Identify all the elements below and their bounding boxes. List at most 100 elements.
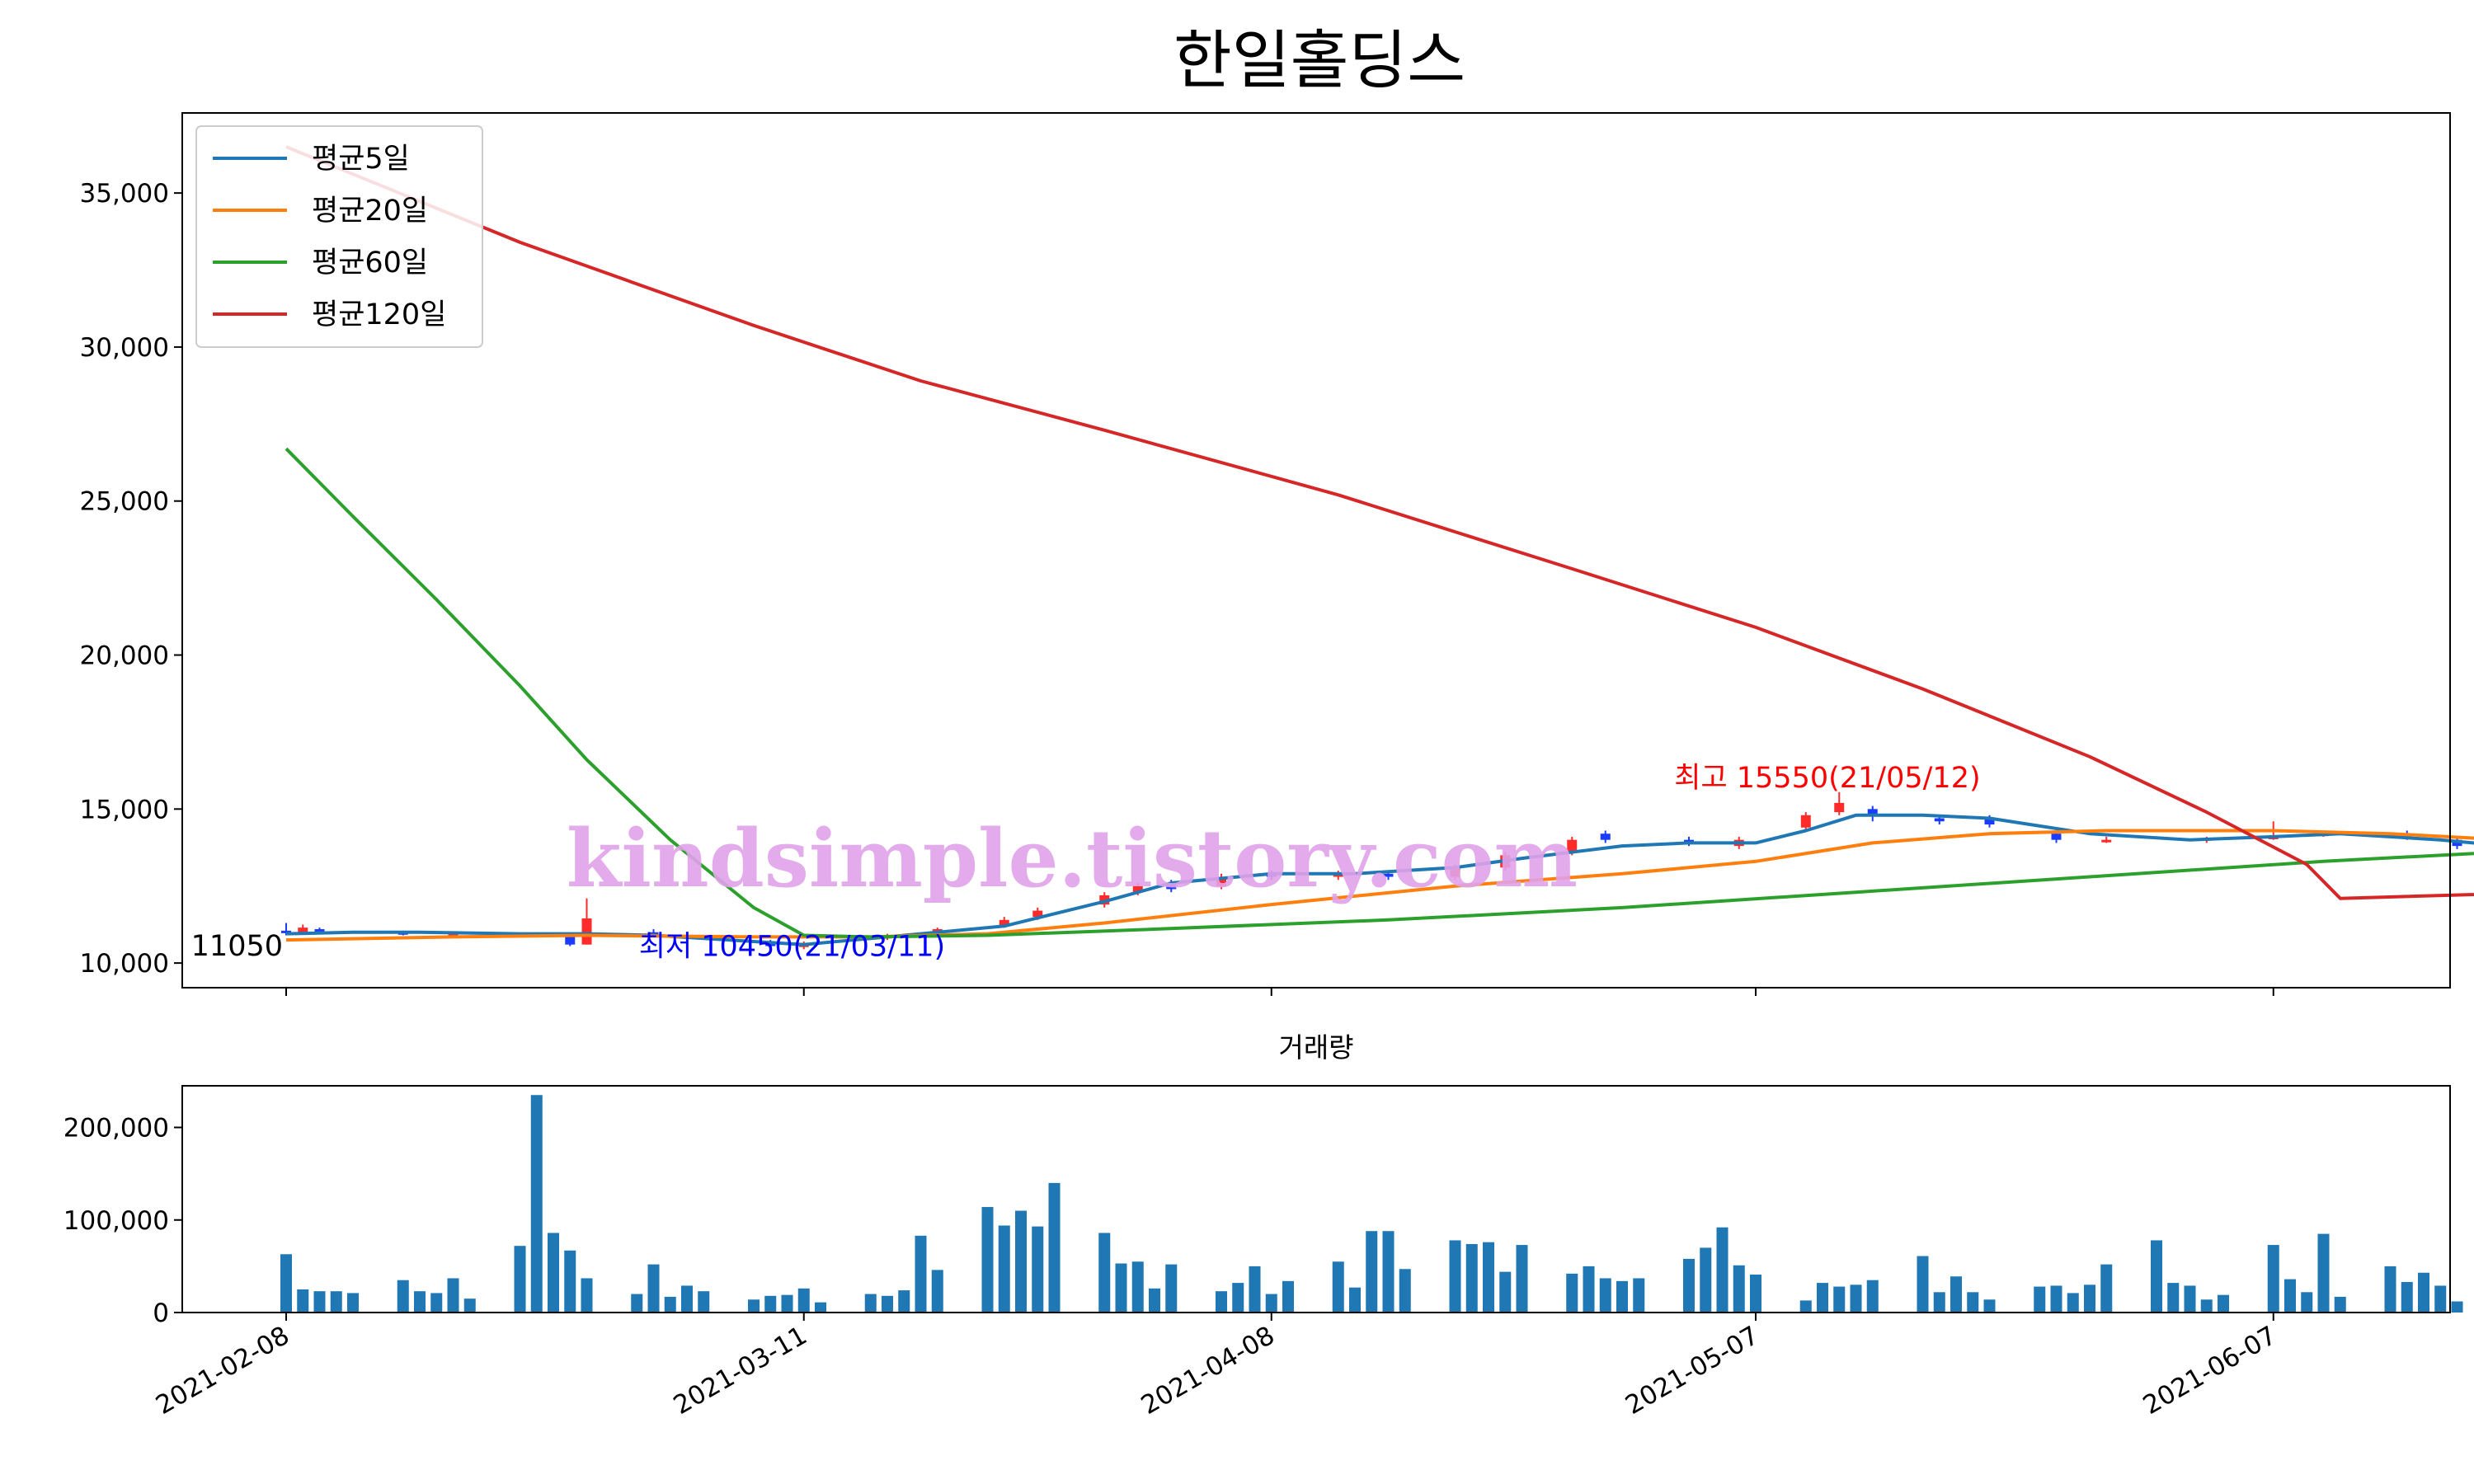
volume-bar [2267, 1245, 2279, 1313]
chart-title: 한일홀딩스 [1174, 25, 1465, 98]
volume-bar [2184, 1285, 2196, 1313]
watermark: kindsimple.tistory.com [567, 812, 1578, 905]
candle-body [1984, 818, 1995, 824]
volume-bar [915, 1235, 927, 1313]
volume-bar [1799, 1300, 1812, 1313]
volume-bar [1048, 1182, 1061, 1313]
volume-bar [430, 1293, 443, 1313]
volume-bar [1216, 1291, 1227, 1313]
price-panel: kindsimple.tistory.com 최고 15550(21/05/12… [80, 112, 2474, 996]
candle-body [281, 930, 291, 933]
volume-bar [2451, 1301, 2463, 1313]
ma60-line [285, 447, 2474, 939]
volume-bar [681, 1285, 693, 1313]
volume-bar [581, 1278, 593, 1313]
volume-bar [1265, 1294, 1277, 1313]
volume-bar [280, 1254, 292, 1313]
volume-bar [2050, 1285, 2062, 1313]
volume-bar [1933, 1292, 1945, 1313]
volume-y-axis: 0 100,000 200,000 [63, 1114, 182, 1328]
volume-bar [1850, 1284, 1862, 1313]
legend-label-ma20: 평균20일 [312, 195, 428, 228]
volume-bar [664, 1296, 676, 1313]
price-plot-frame [181, 112, 2451, 989]
volume-bar [2200, 1299, 2213, 1313]
volume-bar [698, 1291, 710, 1313]
volume-bar [447, 1278, 459, 1313]
volume-y-tick-label: 100,000 [63, 1206, 169, 1236]
volume-bar [631, 1294, 643, 1313]
candle-body [565, 935, 576, 945]
x-tick-label: 2021-02-08 [151, 1321, 294, 1421]
candle-body [1867, 809, 1878, 815]
volume-bar [1700, 1247, 1712, 1313]
candle-body [1166, 882, 1177, 890]
volume-bar [514, 1246, 526, 1313]
volume-bar [2034, 1286, 2046, 1313]
candle-body [1032, 910, 1043, 918]
volume-bar [748, 1299, 760, 1313]
low-annotation: 최저 10450(21/03/11) [639, 930, 945, 963]
volume-bar [330, 1291, 342, 1313]
candle-body [448, 933, 459, 937]
volume-bar [1583, 1266, 1595, 1313]
volume-bar [1967, 1292, 1979, 1313]
volume-bar [1516, 1245, 1528, 1313]
volume-y-tick-label: 200,000 [63, 1114, 169, 1144]
volume-bar [1015, 1210, 1027, 1313]
volume-panel: 거래량 0 100,000 200,000 2021-02-08 2021-03-11… [63, 1031, 2463, 1421]
candle-body [298, 928, 308, 932]
x-tick-label: 2021-04-08 [1136, 1321, 1280, 1421]
volume-bar [2284, 1279, 2296, 1313]
volume-bar [898, 1290, 910, 1313]
candle-body [1600, 834, 1611, 840]
volume-bar [1683, 1258, 1695, 1313]
volume-bar [1232, 1283, 1244, 1313]
volume-bar [2100, 1264, 2113, 1313]
volume-bar [1131, 1261, 1144, 1313]
price-annotations: 최고 15550(21/05/12) 최저 10450(21/03/11) 1105… [191, 762, 1981, 964]
volume-bar [397, 1280, 409, 1313]
volume-bar [1917, 1256, 1929, 1313]
high-annotation: 최고 15550(21/05/12) [1674, 762, 1980, 795]
volume-bar [882, 1295, 893, 1313]
legend-label-ma120: 평균120일 [312, 298, 446, 331]
volume-bar [1282, 1280, 1294, 1313]
moving-average-lines [285, 145, 2474, 946]
volume-bar [647, 1264, 660, 1313]
volume-bar [1833, 1286, 1846, 1313]
x-tick-label: 2021-06-07 [2138, 1321, 2282, 1421]
volume-plot-frame [181, 1085, 2451, 1313]
volume-bar [2434, 1285, 2447, 1313]
volume-bar [1633, 1278, 1645, 1313]
volume-bar [998, 1225, 1010, 1313]
volume-bar [1750, 1274, 1761, 1313]
candle-body [1834, 802, 1845, 813]
volume-bar [548, 1233, 559, 1313]
volume-bar [1149, 1288, 1160, 1313]
volume-bar [2334, 1296, 2346, 1313]
volume-bar [313, 1291, 326, 1313]
candle-body [1450, 867, 1460, 877]
volume-bar [1382, 1231, 1395, 1313]
volume-bar [1332, 1261, 1344, 1313]
candle-body [1934, 818, 1945, 822]
volume-bar [764, 1295, 777, 1313]
volume-bar [297, 1289, 309, 1313]
price-y-tick-label: 10,000 [80, 949, 169, 979]
start-price-label: 11050 [191, 930, 283, 963]
legend-label-ma5: 평균5일 [312, 143, 410, 176]
volume-bar [815, 1302, 826, 1313]
legend: 평균5일 평균20일 평균60일 평균120일 [195, 125, 483, 348]
volume-bar [2401, 1281, 2413, 1313]
candle-body [1132, 885, 1143, 893]
volume-bar [2418, 1272, 2429, 1313]
volume-bars [280, 1095, 2463, 1313]
volume-bar [981, 1207, 994, 1313]
volume-bar [1115, 1263, 1127, 1313]
volume-bar [347, 1293, 359, 1313]
volume-title: 거래량 [1278, 1031, 1353, 1064]
candle-body [1800, 815, 1811, 828]
volume-bar [1599, 1278, 1611, 1313]
